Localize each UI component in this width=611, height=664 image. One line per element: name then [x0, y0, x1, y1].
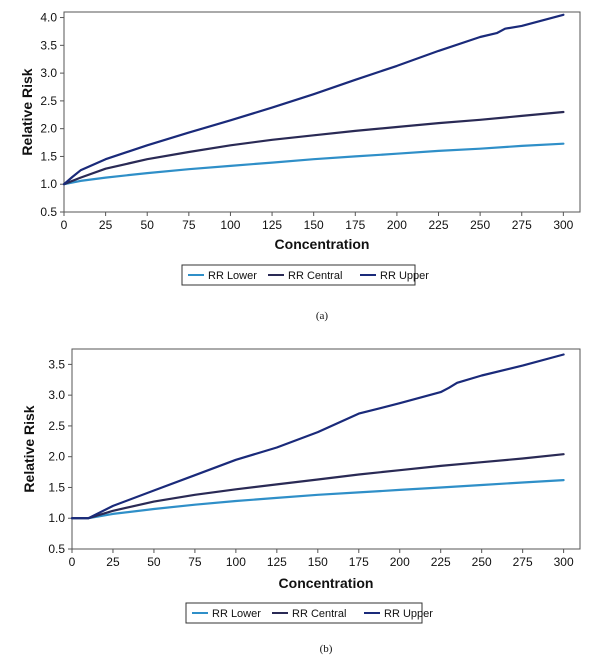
x-tick-label: 275 — [513, 555, 533, 569]
y-tick-label: 1.5 — [40, 149, 57, 163]
series-line-rr-lower — [70, 479, 565, 520]
x-tick-label: 300 — [553, 218, 573, 232]
x-tick-label: 25 — [99, 218, 113, 232]
legend-label: RR Upper — [384, 608, 433, 620]
y-tick-label: 2.0 — [48, 450, 65, 464]
y-tick-label: 3.5 — [40, 38, 57, 52]
x-tick-label: 100 — [226, 555, 246, 569]
x-tick-label: 150 — [308, 555, 328, 569]
series-line-rr-upper — [70, 353, 565, 520]
chart-b: 0 25 50 75 100 125 150 175 200 225 250 275 300 0.5 1.0… — [21, 348, 581, 655]
y-axis-title: Relative Risk — [21, 405, 37, 492]
x-tick-label: 200 — [387, 218, 407, 232]
x-tick-label: 225 — [429, 218, 449, 232]
legend-label: RR Upper — [380, 270, 429, 282]
x-tick-label: 125 — [262, 218, 282, 232]
x-tick-label: 250 — [472, 555, 492, 569]
x-tick-label: 0 — [61, 218, 68, 232]
x-tick-label: 100 — [220, 218, 240, 232]
y-tick-label: 4.0 — [40, 11, 57, 25]
legend-label: RR Central — [292, 608, 346, 620]
series-line-rr-lower — [62, 142, 565, 186]
figure-caption: (b) — [320, 643, 333, 655]
y-tick-label: 2.0 — [40, 122, 57, 136]
x-tick-label: 25 — [106, 555, 120, 569]
x-tick-label: 275 — [512, 218, 532, 232]
y-tick-label: 3.5 — [48, 357, 65, 371]
chart-a: 0 25 50 75 100 125 150 175 200 225 250 275 300 0.5 1.0… — [19, 11, 581, 322]
x-tick-label: 250 — [470, 218, 490, 232]
y-tick-label: 0.5 — [48, 542, 65, 556]
series-line-rr-upper — [62, 13, 565, 186]
x-tick-label: 225 — [431, 555, 451, 569]
y-tick-label: 0.5 — [40, 205, 57, 219]
legend-label: RR Lower — [212, 608, 261, 620]
y-tick-label: 3.0 — [40, 66, 57, 80]
x-tick-label: 200 — [390, 555, 410, 569]
y-tick-label: 2.5 — [40, 94, 57, 108]
legend-box — [185, 602, 423, 624]
x-tick-label: 175 — [349, 555, 369, 569]
legend-label: RR Lower — [208, 270, 257, 282]
series-line-rr-central — [70, 453, 565, 520]
series-line-rr-central — [62, 110, 565, 186]
x-tick-label: 75 — [182, 218, 196, 232]
x-axis-title: Concentration — [279, 575, 374, 591]
y-tick-label: 3.0 — [48, 388, 65, 402]
legend: RR Lower RR Central RR Upper — [181, 264, 429, 286]
x-tick-label: 125 — [267, 555, 287, 569]
y-tick-label: 1.0 — [40, 177, 57, 191]
x-tick-label: 0 — [69, 555, 76, 569]
x-tick-label: 150 — [304, 218, 324, 232]
x-tick-label: 75 — [188, 555, 202, 569]
legend-label: RR Central — [288, 270, 342, 282]
plot-frame — [63, 11, 581, 213]
legend: RR Lower RR Central RR Upper — [185, 602, 433, 624]
x-tick-label: 300 — [554, 555, 574, 569]
legend-box — [181, 264, 416, 286]
plot-frame — [71, 348, 581, 550]
y-tick-label: 2.5 — [48, 419, 65, 433]
x-tick-label: 50 — [147, 555, 161, 569]
y-axis-title: Relative Risk — [19, 68, 35, 155]
x-axis-title: Concentration — [275, 236, 370, 252]
y-tick-label: 1.0 — [48, 511, 65, 525]
y-tick-label: 1.5 — [48, 480, 65, 494]
figure-caption: (a) — [316, 310, 329, 322]
x-tick-label: 175 — [345, 218, 365, 232]
x-tick-label: 50 — [141, 218, 155, 232]
